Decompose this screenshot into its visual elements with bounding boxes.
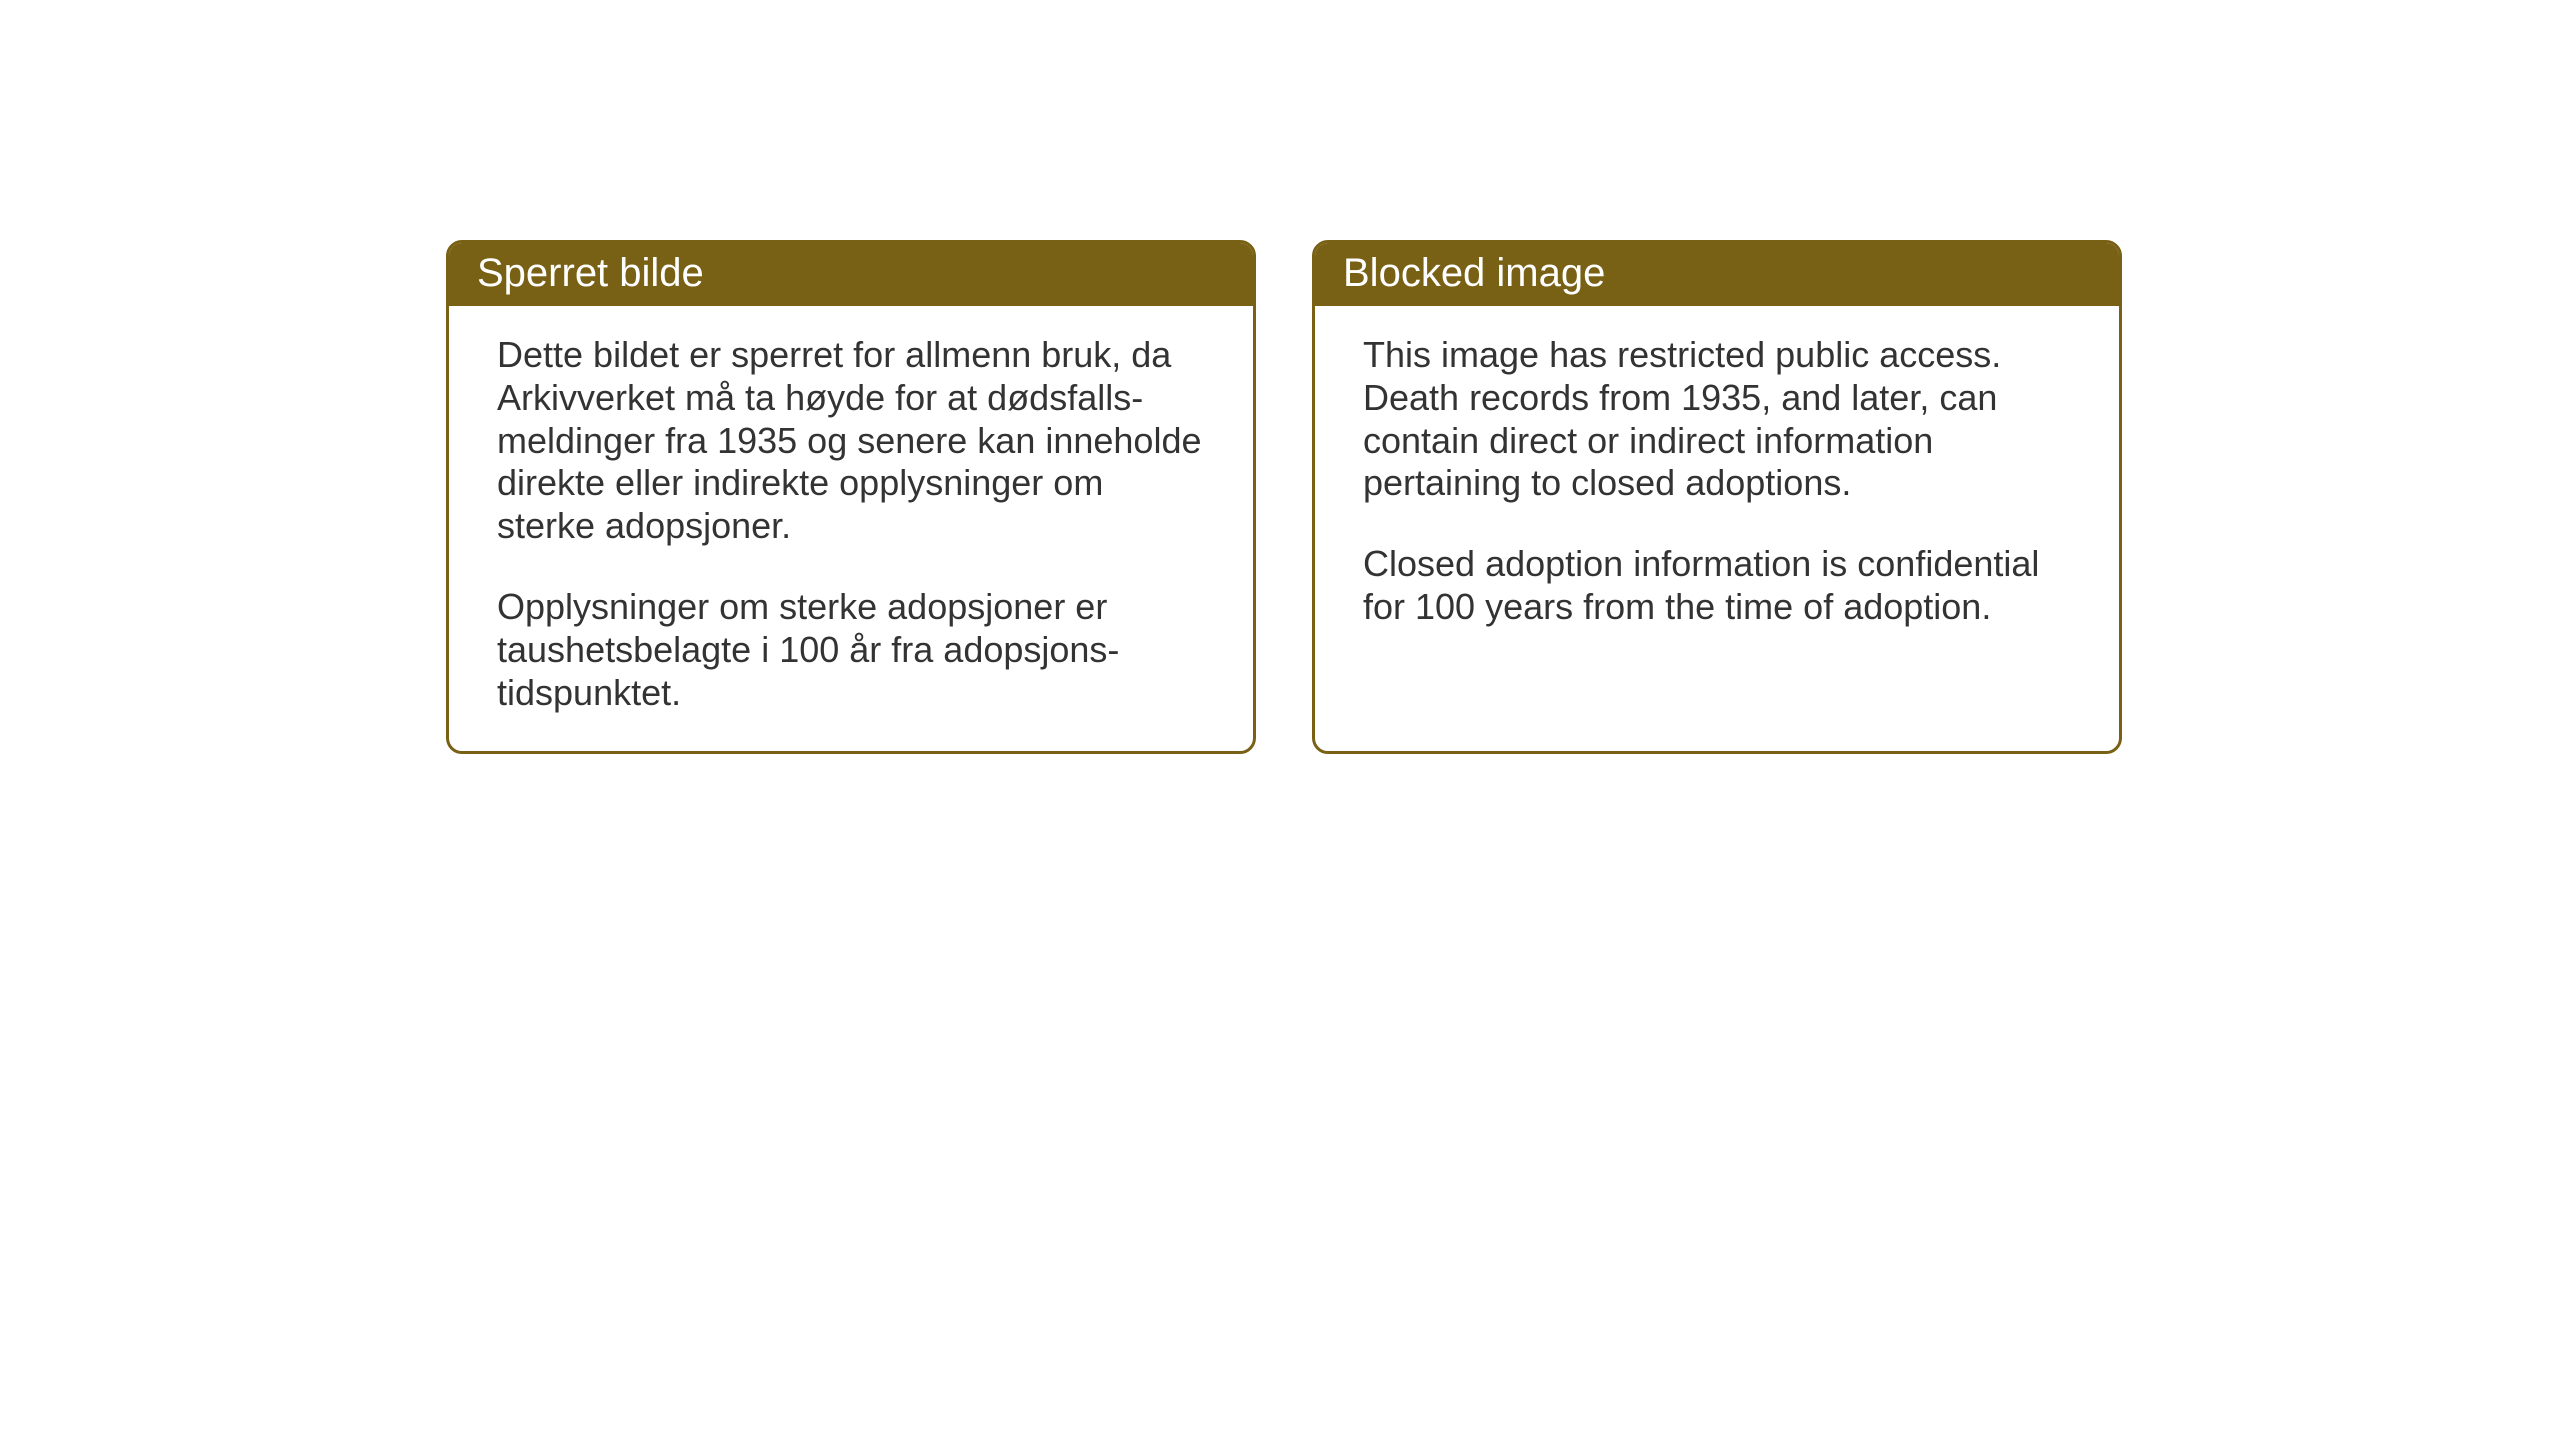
card-title-norwegian: Sperret bilde <box>477 251 704 295</box>
notice-container: Sperret bilde Dette bildet er sperret fo… <box>446 240 2122 754</box>
paragraph-1-norwegian: Dette bildet er sperret for allmenn bruk… <box>497 334 1205 548</box>
card-header-norwegian: Sperret bilde <box>449 243 1253 306</box>
card-title-english: Blocked image <box>1343 251 1605 295</box>
paragraph-2-english: Closed adoption information is confident… <box>1363 543 2071 629</box>
card-body-english: This image has restricted public access.… <box>1315 306 2119 665</box>
paragraph-2-norwegian: Opplysninger om sterke adopsjoner er tau… <box>497 586 1205 714</box>
card-header-english: Blocked image <box>1315 243 2119 306</box>
notice-card-norwegian: Sperret bilde Dette bildet er sperret fo… <box>446 240 1256 754</box>
paragraph-1-english: This image has restricted public access.… <box>1363 334 2071 505</box>
notice-card-english: Blocked image This image has restricted … <box>1312 240 2122 754</box>
card-body-norwegian: Dette bildet er sperret for allmenn bruk… <box>449 306 1253 751</box>
